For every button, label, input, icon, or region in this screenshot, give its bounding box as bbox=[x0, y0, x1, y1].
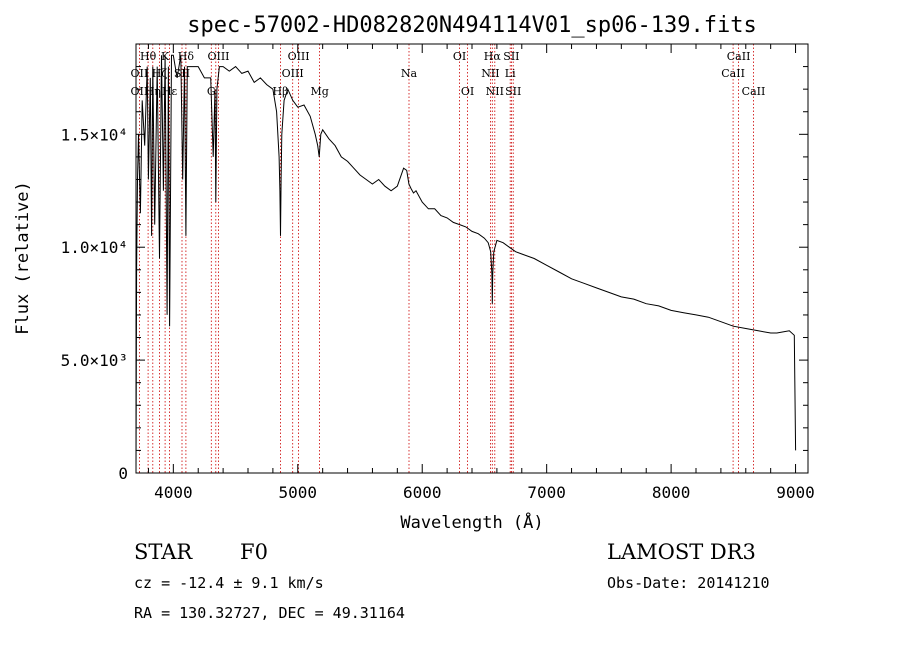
line-marker-label: Mg bbox=[310, 85, 328, 98]
y-axis-label: Flux (relative) bbox=[13, 181, 33, 335]
line-marker-label: OIII bbox=[282, 67, 304, 80]
plot-frame bbox=[135, 43, 809, 474]
line-marker-label: OI bbox=[453, 50, 466, 63]
spectrum-chart: spec-57002-HD082820N494114V01_sp06-139.f… bbox=[13, 13, 815, 533]
spectrum-line bbox=[135, 54, 797, 474]
object-class: STAR bbox=[134, 540, 193, 564]
line-marker-label: OII bbox=[131, 85, 149, 98]
line-marker-label: Hθ bbox=[140, 50, 157, 63]
x-tick-label: 7000 bbox=[527, 483, 566, 502]
y-tick-label: 0 bbox=[118, 464, 128, 483]
line-marker-label: Hδ bbox=[178, 50, 195, 63]
y-tick-label: 5.0×10³ bbox=[61, 351, 128, 370]
sky-coordinates: RA = 130.32727, DEC = 49.31164 bbox=[134, 604, 405, 622]
line-marker-label: OII bbox=[131, 67, 149, 80]
line-marker-label: CaII bbox=[727, 50, 751, 63]
line-marker-label: NII bbox=[486, 85, 504, 98]
line-marker-label: CaII bbox=[742, 85, 766, 98]
object-subclass: F0 bbox=[240, 540, 268, 564]
chart-title: spec-57002-HD082820N494114V01_sp06-139.f… bbox=[187, 13, 757, 38]
observation-date: Obs-Date: 20141210 bbox=[607, 574, 770, 592]
line-marker-label: OIII bbox=[207, 50, 229, 63]
y-tick-label: 1.0×10⁴ bbox=[61, 238, 128, 257]
x-tick-label: 4000 bbox=[154, 483, 193, 502]
line-marker-label: Hα bbox=[484, 50, 502, 63]
survey-name: LAMOST DR3 bbox=[607, 540, 756, 564]
x-tick-label: 9000 bbox=[776, 483, 815, 502]
x-axis-label: Wavelength (Å) bbox=[400, 511, 543, 533]
line-marker-label: NII bbox=[481, 67, 499, 80]
line-marker-label: Li bbox=[505, 67, 516, 80]
line-marker-label: CaII bbox=[721, 67, 745, 80]
emission-line-markers bbox=[138, 44, 754, 473]
x-tick-label: 6000 bbox=[403, 483, 442, 502]
line-marker-label: SII bbox=[505, 85, 521, 98]
y-tick-label: 1.5×10⁴ bbox=[61, 125, 128, 144]
line-marker-label: Hζ bbox=[152, 67, 168, 80]
line-marker-label: SII bbox=[503, 50, 519, 63]
x-axis-ticks: 4000 5000 6000 7000 8000 9000 bbox=[147, 44, 815, 502]
x-tick-label: 5000 bbox=[279, 483, 318, 502]
redshift-cz: cz = -12.4 ± 9.1 km/s bbox=[134, 574, 324, 592]
line-marker-label: Na bbox=[401, 67, 418, 80]
y-axis-ticks: 0 5.0×10³ 1.0×10⁴ 1.5×10⁴ bbox=[61, 66, 808, 483]
line-marker-label: OI bbox=[461, 85, 474, 98]
x-tick-label: 8000 bbox=[652, 483, 691, 502]
line-marker-label: Hβ bbox=[273, 85, 289, 98]
line-marker-label: OIII bbox=[288, 50, 310, 63]
